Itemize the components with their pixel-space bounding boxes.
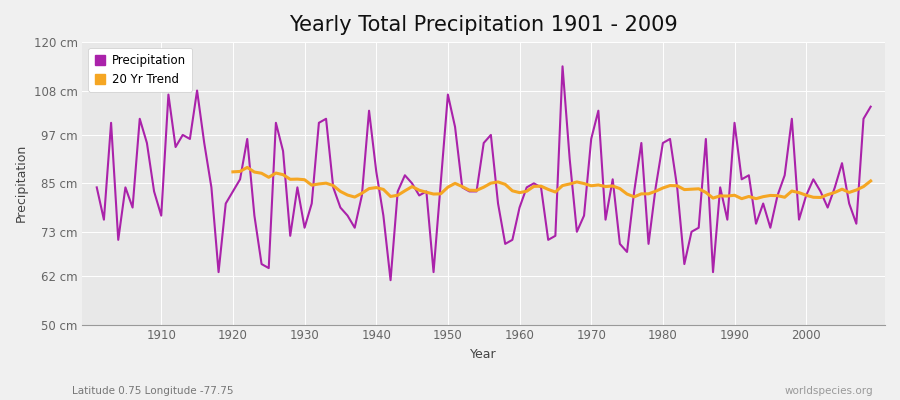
Title: Yearly Total Precipitation 1901 - 2009: Yearly Total Precipitation 1901 - 2009	[289, 15, 678, 35]
Y-axis label: Precipitation: Precipitation	[15, 144, 28, 222]
Text: Latitude 0.75 Longitude -77.75: Latitude 0.75 Longitude -77.75	[72, 386, 233, 396]
X-axis label: Year: Year	[471, 348, 497, 361]
Legend: Precipitation, 20 Yr Trend: Precipitation, 20 Yr Trend	[88, 48, 192, 92]
Text: worldspecies.org: worldspecies.org	[785, 386, 873, 396]
